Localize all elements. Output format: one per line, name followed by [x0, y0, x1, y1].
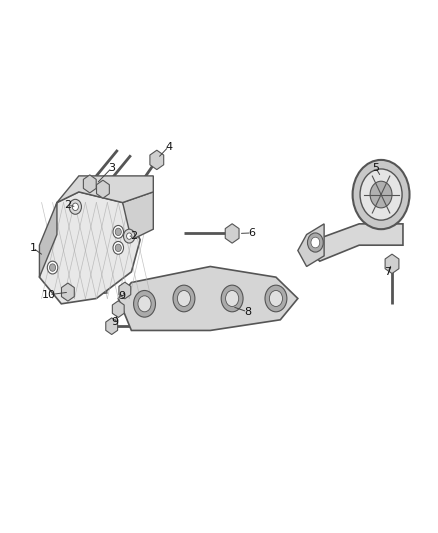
- Polygon shape: [61, 283, 74, 301]
- Text: 9: 9: [118, 291, 125, 301]
- Text: 2: 2: [130, 231, 137, 241]
- Circle shape: [134, 290, 155, 317]
- Circle shape: [353, 160, 410, 229]
- Text: 3: 3: [108, 163, 115, 173]
- Circle shape: [113, 225, 124, 238]
- Polygon shape: [83, 175, 96, 193]
- Polygon shape: [39, 203, 57, 277]
- Circle shape: [269, 290, 283, 306]
- Polygon shape: [112, 301, 124, 318]
- Polygon shape: [106, 318, 118, 335]
- Polygon shape: [119, 282, 131, 299]
- Polygon shape: [298, 224, 324, 266]
- Polygon shape: [118, 266, 298, 330]
- Circle shape: [221, 285, 243, 312]
- Text: 9: 9: [112, 318, 119, 327]
- Circle shape: [177, 290, 191, 306]
- Text: 8: 8: [244, 307, 251, 317]
- Circle shape: [72, 203, 78, 211]
- Text: 5: 5: [372, 163, 379, 173]
- Circle shape: [307, 233, 323, 252]
- Text: 4: 4: [165, 142, 172, 151]
- Text: 2: 2: [64, 200, 71, 210]
- Text: 10: 10: [42, 290, 56, 300]
- Circle shape: [113, 241, 124, 254]
- Polygon shape: [150, 150, 164, 169]
- Circle shape: [115, 244, 121, 252]
- Circle shape: [115, 228, 121, 236]
- Polygon shape: [385, 254, 399, 273]
- Circle shape: [311, 237, 320, 248]
- Circle shape: [127, 233, 132, 239]
- Polygon shape: [307, 224, 403, 261]
- Circle shape: [173, 285, 195, 312]
- Circle shape: [47, 261, 58, 274]
- Polygon shape: [123, 192, 153, 240]
- Polygon shape: [225, 224, 239, 243]
- Circle shape: [370, 181, 392, 208]
- Circle shape: [49, 264, 56, 271]
- Polygon shape: [96, 180, 110, 198]
- Text: 1: 1: [29, 243, 36, 253]
- Polygon shape: [57, 176, 153, 203]
- Circle shape: [360, 169, 402, 220]
- Circle shape: [138, 296, 151, 312]
- Circle shape: [69, 199, 81, 214]
- Circle shape: [265, 285, 287, 312]
- Circle shape: [226, 290, 239, 306]
- Text: 6: 6: [248, 228, 255, 238]
- Circle shape: [124, 229, 135, 243]
- Polygon shape: [39, 192, 140, 304]
- Text: 7: 7: [384, 267, 391, 277]
